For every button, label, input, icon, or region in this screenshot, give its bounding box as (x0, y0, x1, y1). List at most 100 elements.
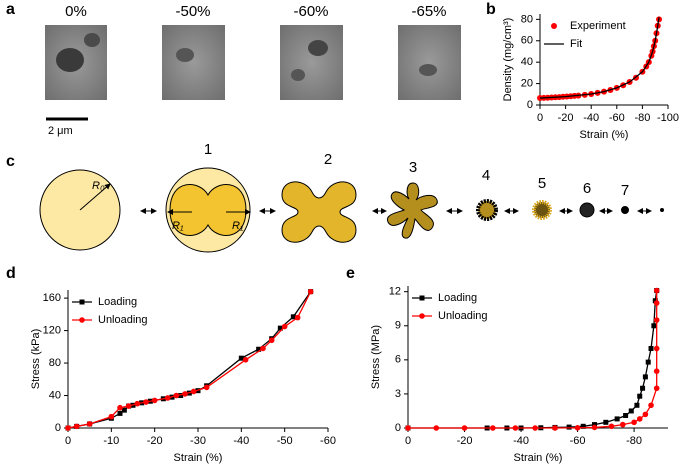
shape-2 (281, 181, 357, 243)
y-tick-label: 160 (43, 292, 61, 304)
marker (242, 357, 249, 363)
marker (281, 323, 288, 330)
x-tick-label: -20 (147, 435, 163, 447)
y-tick-label: 60 (521, 35, 533, 47)
marker (623, 413, 629, 419)
marker (65, 425, 71, 431)
x-tick-label: -80 (626, 435, 642, 447)
marker (277, 325, 283, 331)
legend-label: Unloading (438, 310, 488, 322)
marker (614, 416, 620, 422)
marker (653, 385, 660, 392)
shape-8 (660, 208, 664, 212)
marker (290, 314, 296, 320)
marker (489, 425, 496, 431)
marker (642, 411, 649, 418)
marker (653, 368, 660, 375)
stage-label: 7 (621, 182, 629, 199)
marker (636, 416, 643, 422)
marker (108, 413, 115, 420)
y-tick-label: 0 (55, 422, 61, 434)
x-tick-label: -40 (583, 112, 599, 124)
marker (512, 425, 519, 431)
x-tick-label: -40 (233, 435, 249, 447)
x-tick-label: -10 (103, 435, 119, 447)
sem-image (398, 25, 461, 100)
pore (176, 48, 194, 62)
marker (79, 317, 85, 323)
x-axis-title: Strain (%) (174, 452, 223, 464)
sem-images: 0% -50% -60% -65% 2 μm (45, 3, 461, 137)
stage-label: 2 (324, 151, 332, 168)
marker (634, 402, 640, 408)
marker (642, 374, 648, 380)
marker (532, 425, 538, 431)
sem-image (162, 25, 225, 100)
x-tick-label: -100 (657, 112, 679, 124)
marker (628, 408, 634, 414)
pore (308, 40, 328, 56)
series-line (67, 291, 312, 429)
marker (256, 346, 262, 352)
marker (294, 314, 301, 321)
marker (79, 299, 85, 305)
marker (653, 287, 660, 294)
legend-label: Loading (98, 296, 137, 308)
series-line (67, 291, 312, 429)
marker (260, 345, 266, 352)
marker (574, 424, 581, 431)
panel-label: c (6, 153, 15, 170)
y-axis-title: Stress (MPa) (370, 325, 382, 389)
marker (86, 421, 93, 427)
radius-arrow (79, 183, 111, 211)
marker (653, 317, 660, 323)
marker (182, 391, 188, 397)
x-tick-label: 0 (65, 435, 71, 447)
marker (151, 397, 158, 404)
pore (84, 33, 100, 47)
stage-label: 4 (482, 167, 490, 184)
marker (619, 421, 626, 428)
x-tick-label: -40 (513, 435, 529, 447)
shape-3 (386, 182, 438, 239)
y-tick-label: 0 (395, 422, 401, 434)
x-tick-label: -50 (277, 435, 293, 447)
marker (592, 422, 598, 428)
y-tick-label: 3 (395, 388, 401, 400)
marker (637, 393, 643, 399)
stage-label: 6 (583, 180, 591, 197)
marker (433, 425, 440, 431)
panel-label: a (6, 1, 15, 18)
panel-label: d (6, 265, 16, 282)
panel-label: b (486, 1, 496, 18)
radius-label: R₁ (172, 220, 184, 232)
x-tick-label: 0 (405, 435, 411, 447)
marker (143, 399, 149, 405)
pore (56, 48, 84, 72)
marker (117, 410, 123, 416)
y-tick-label: 6 (395, 354, 401, 366)
marker (640, 385, 646, 391)
x-tick-label: -20 (457, 435, 473, 447)
marker (238, 355, 244, 361)
panel-label: e (346, 265, 355, 282)
x-axis-title: Strain (%) (514, 452, 563, 464)
legend-label: Unloading (98, 314, 148, 326)
y-axis-title: Stress (kPa) (30, 329, 42, 390)
pore (419, 64, 437, 76)
stage-label: 3 (409, 159, 417, 176)
marker (164, 395, 171, 401)
stage-label: 1 (204, 141, 212, 158)
x-tick-label: -80 (634, 112, 650, 124)
marker (134, 400, 141, 407)
strain-label: -50% (175, 3, 210, 20)
y-tick-label: 80 (521, 13, 533, 25)
marker (73, 423, 80, 430)
legend-label: Experiment (570, 20, 626, 32)
marker (645, 359, 651, 365)
marker (419, 295, 425, 301)
marker (190, 388, 197, 395)
stage-label: 5 (538, 175, 546, 192)
y-tick-label: 80 (49, 357, 61, 369)
